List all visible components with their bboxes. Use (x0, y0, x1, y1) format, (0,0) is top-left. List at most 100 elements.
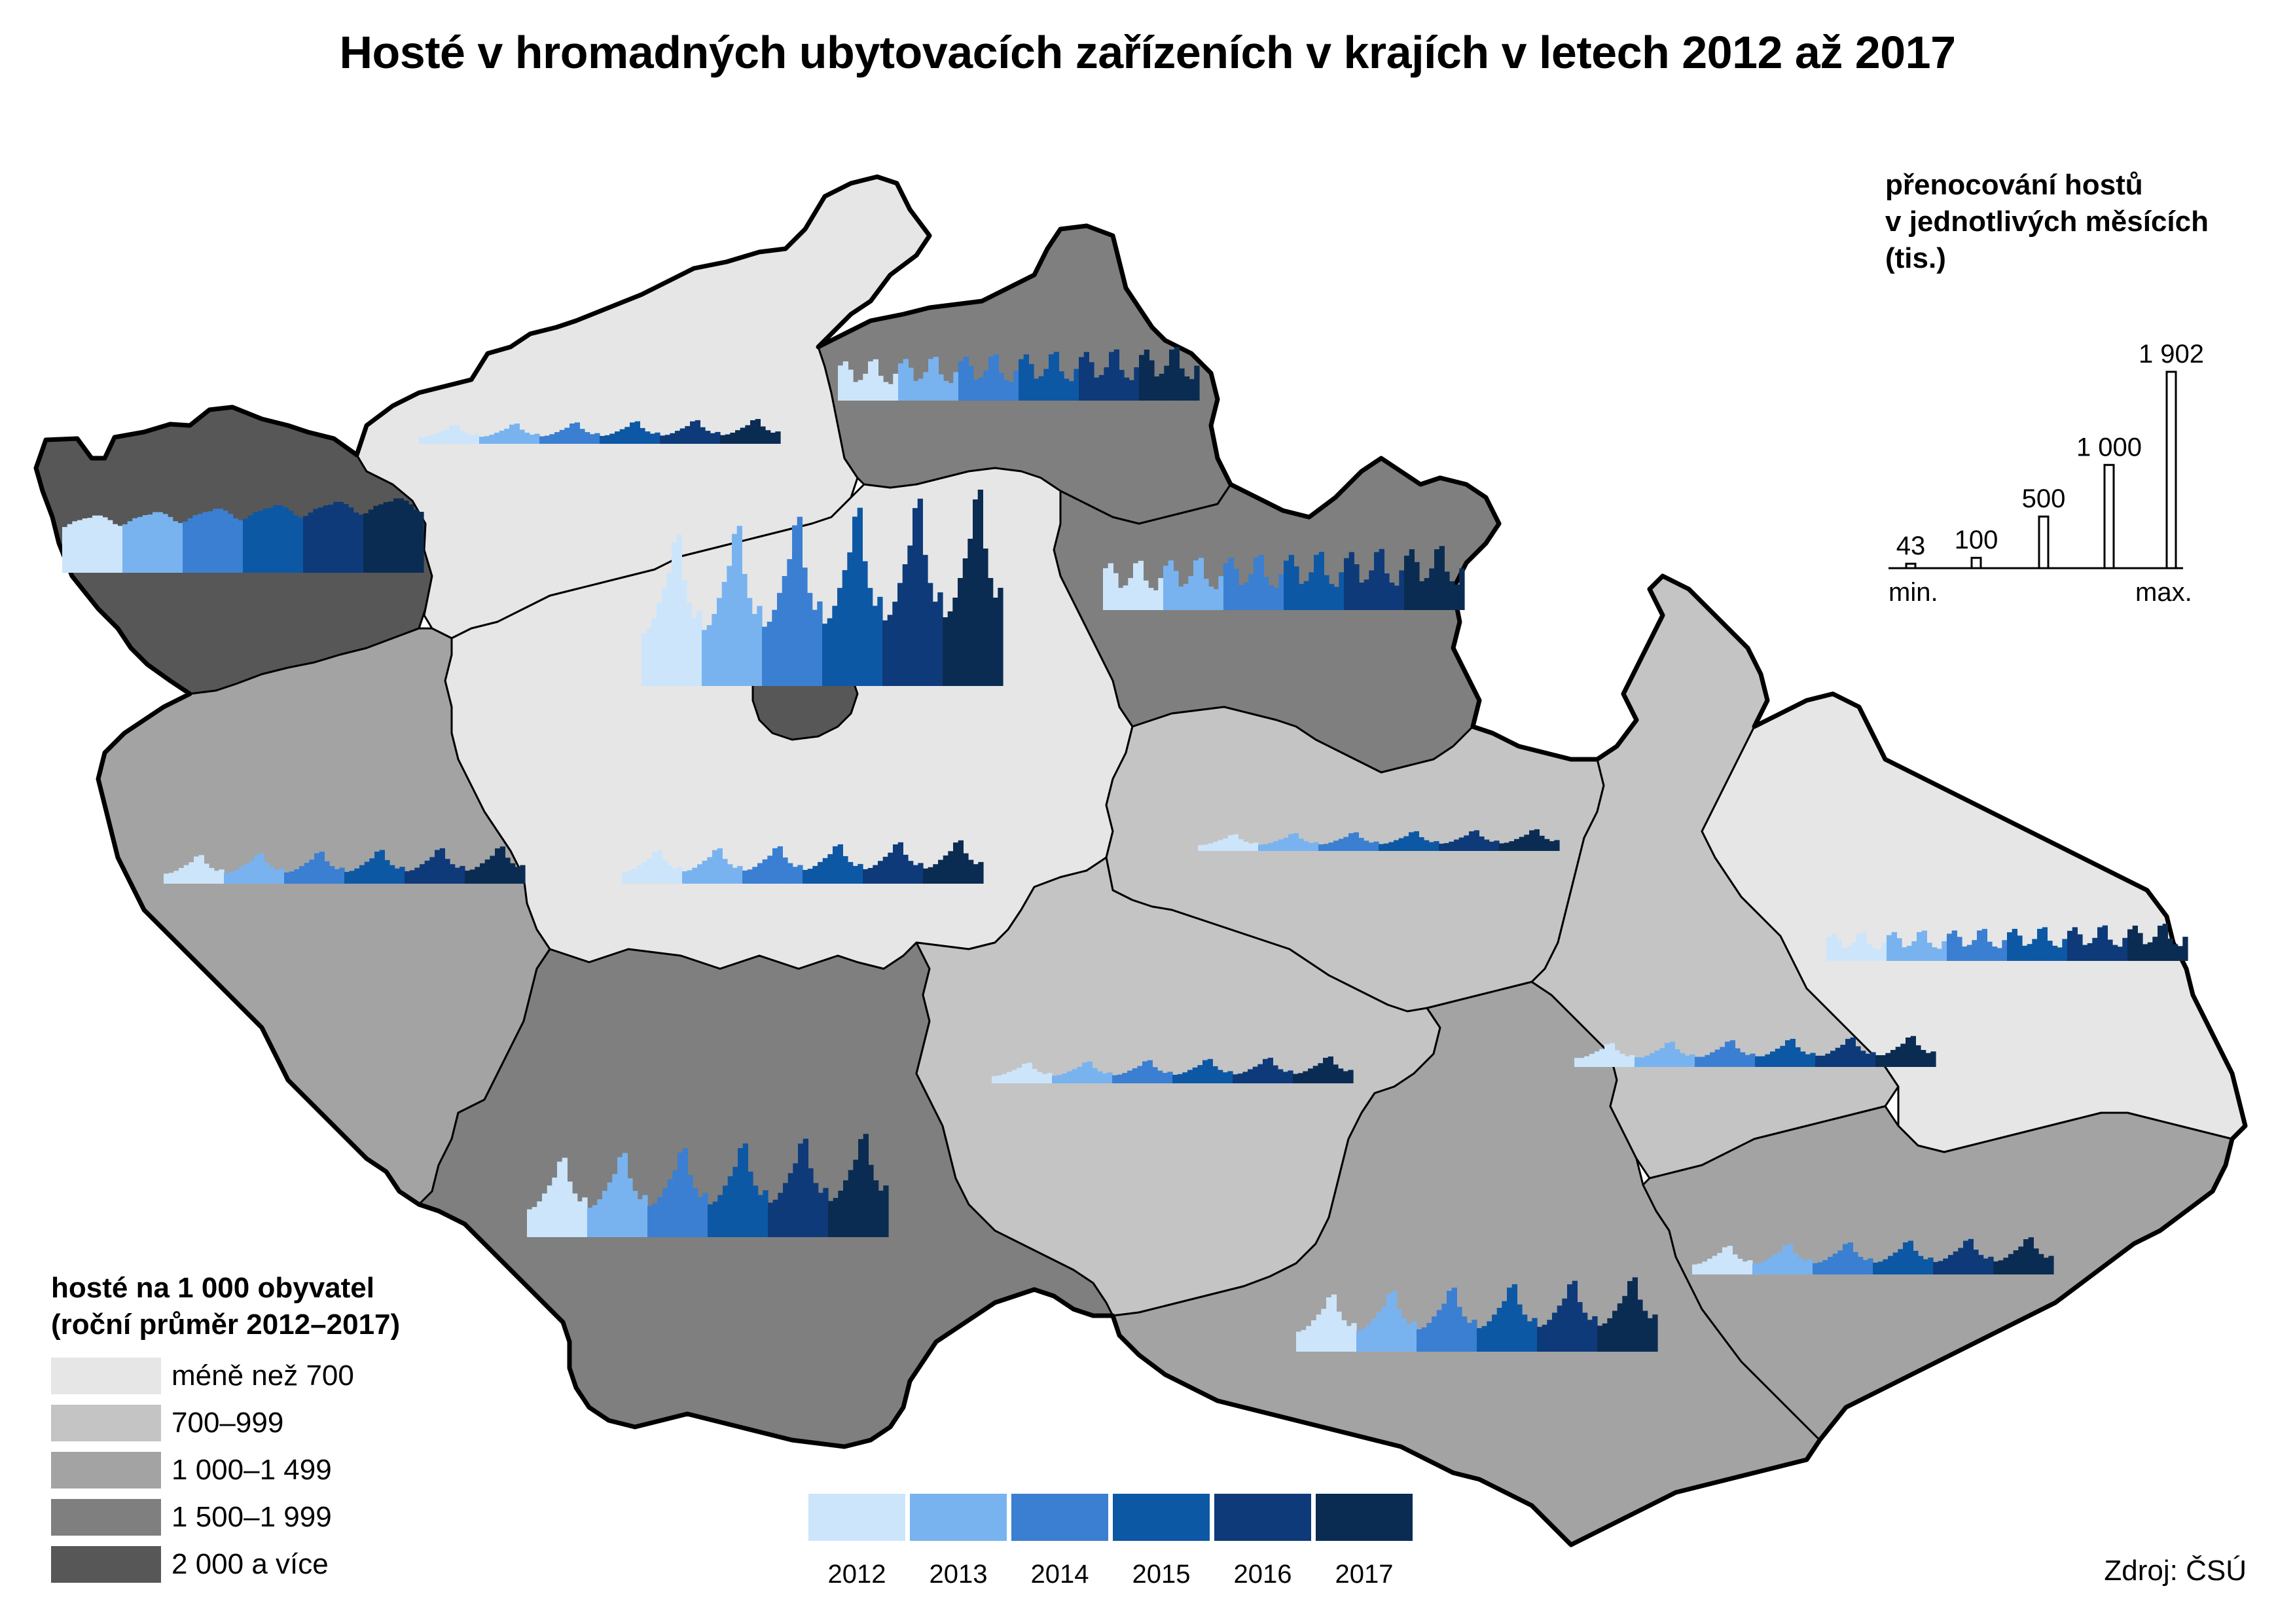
mini-bar (963, 356, 969, 401)
mini-bar (645, 431, 651, 444)
mini-bar (1394, 840, 1400, 851)
mini-bar (2033, 1248, 2039, 1274)
mini-bar (1841, 948, 1847, 961)
mini-bar (1473, 830, 1479, 851)
mini-bar (1414, 562, 1420, 610)
mini-bar (2052, 945, 2058, 961)
mini-bar (775, 431, 781, 444)
mini-bar (897, 842, 903, 884)
mini-chart-moravskoslezsky (1826, 924, 2188, 961)
mini-bar (862, 561, 868, 686)
mini-bar (988, 578, 994, 686)
mini-bar (198, 855, 204, 884)
mini-bar (1802, 1261, 1808, 1274)
mini-bar (1489, 841, 1494, 851)
mini-bar (544, 435, 550, 444)
mini-bar (318, 507, 324, 573)
mini-bar (554, 432, 560, 444)
mini-bar (1855, 1046, 1861, 1067)
mini-bar (1313, 842, 1319, 851)
mini-bar (274, 870, 280, 884)
mini-bar (1737, 1259, 1743, 1274)
mini-bar (1269, 585, 1274, 610)
mini-bar (998, 372, 1004, 401)
mini-bar (1817, 1262, 1823, 1274)
scale-value-label: 1 000 (2076, 433, 2142, 461)
mini-bar (1028, 364, 1034, 401)
mini-bar (1871, 948, 1877, 961)
mini-bar (1022, 1064, 1028, 1083)
mini-bar (757, 863, 763, 884)
mini-bar (1906, 945, 1912, 961)
mini-bar (1707, 1259, 1713, 1274)
mini-bar (1740, 1052, 1746, 1067)
mini-bar (624, 427, 630, 444)
mini-bar (753, 1185, 759, 1237)
mini-bar (675, 431, 681, 444)
mini-bar (730, 433, 736, 444)
mini-bar (1873, 1263, 1879, 1274)
mini-bar (1544, 839, 1550, 851)
mini-bar (1928, 1257, 1934, 1274)
mini-bar (2048, 1255, 2054, 1274)
scale-min-label: min. (1888, 578, 1938, 607)
mini-bar (782, 576, 787, 686)
scale-legend-title-3: (tis.) (1885, 242, 1946, 274)
mini-bar (660, 435, 666, 444)
year-swatch (808, 1494, 905, 1541)
mini-bar (1900, 1043, 1906, 1067)
year-swatch (1316, 1494, 1413, 1541)
mini-bar (1336, 1311, 1342, 1352)
mini-bar (1938, 1261, 1943, 1274)
mini-bar (978, 861, 984, 884)
mini-bar (943, 380, 949, 401)
mini-bar (1458, 837, 1464, 851)
mini-bar (1299, 584, 1305, 610)
mini-bar (1684, 1055, 1690, 1067)
mini-bar (62, 527, 68, 573)
mini-bar (1906, 1038, 1911, 1067)
mini-bar (693, 1188, 698, 1237)
mini-bar (1674, 1049, 1680, 1067)
mini-bar (1717, 1253, 1723, 1274)
mini-bar (1079, 357, 1085, 401)
mini-bar (938, 374, 944, 401)
mini-bar (474, 434, 480, 444)
mini-bar (1222, 1072, 1228, 1083)
mini-bar (1464, 835, 1470, 851)
mini-bar (1775, 1049, 1780, 1067)
mini-bar (637, 865, 643, 884)
mini-bar (278, 505, 283, 573)
scale-bar (1905, 562, 1917, 569)
mini-bar (2182, 937, 2188, 961)
mini-bar (1391, 1291, 1397, 1352)
mini-bar (449, 425, 455, 444)
mini-bar (1371, 1318, 1377, 1352)
mini-bar (948, 851, 954, 884)
mini-bar (777, 846, 783, 884)
mini-bar (1627, 1281, 1633, 1352)
mini-bar (1714, 1049, 1720, 1067)
mini-bar (1747, 1260, 1753, 1274)
mini-bar (1845, 1039, 1851, 1067)
mini-bar (1248, 574, 1254, 610)
choropleth-legend: hosté na 1 000 obyvatel (roční průměr 20… (51, 1270, 400, 1588)
mini-bar (1331, 1294, 1337, 1352)
mini-bar (1122, 1073, 1128, 1083)
mini-bar (224, 873, 230, 884)
mini-bar (424, 860, 430, 884)
mini-bar (1243, 842, 1249, 851)
mini-bar (1549, 841, 1555, 851)
mini-bar (1517, 1304, 1523, 1352)
mini-bar (1459, 568, 1465, 610)
mini-bar (1469, 831, 1475, 851)
legend-swatch (51, 1452, 161, 1489)
mini-bar (418, 511, 424, 573)
mini-bar (1089, 362, 1094, 401)
mini-bar (1003, 380, 1009, 401)
mini-bar (1644, 1055, 1650, 1067)
mini-bar (1887, 935, 1892, 961)
mini-bar (2152, 937, 2158, 961)
mini-bar (670, 433, 676, 444)
mini-bar (1314, 554, 1320, 610)
